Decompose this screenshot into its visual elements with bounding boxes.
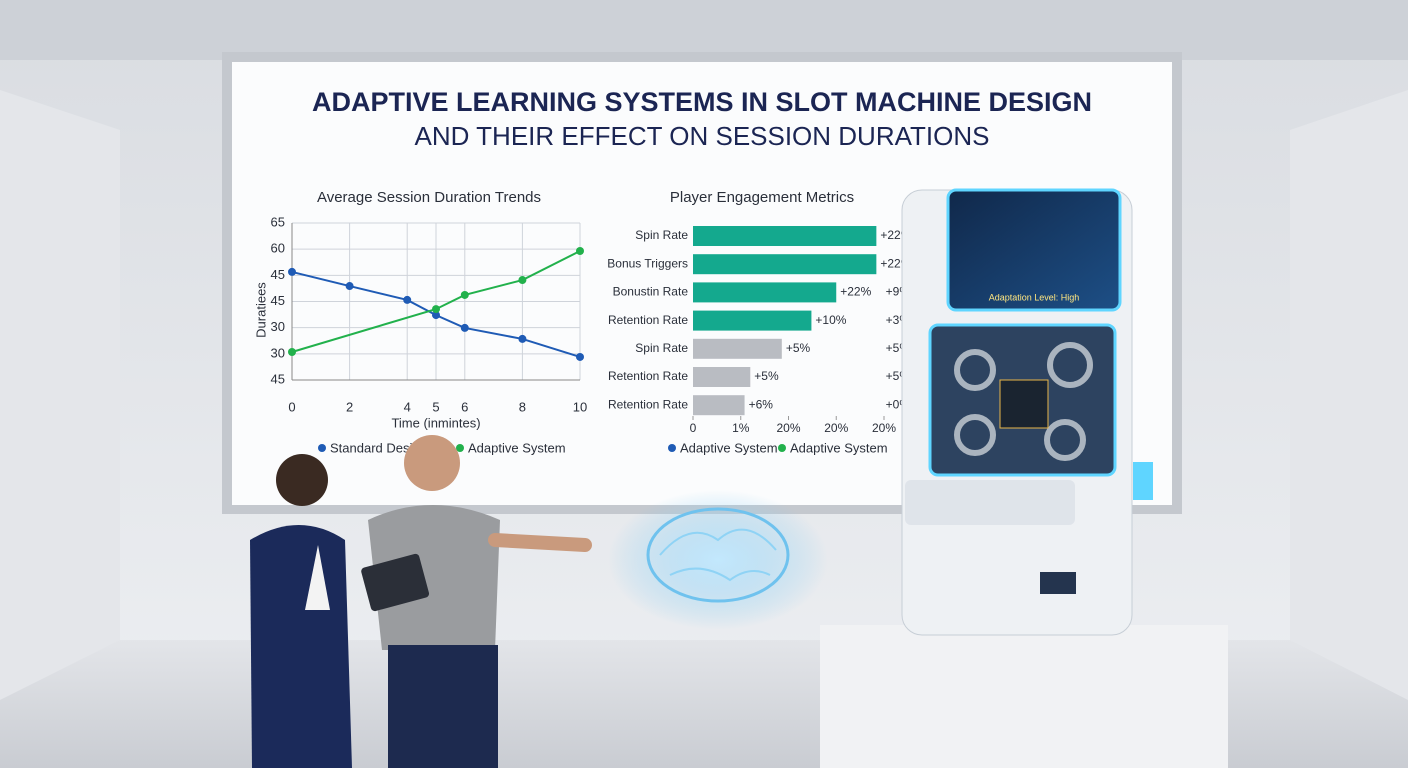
pedestal	[820, 625, 1228, 768]
x-tick-label: 20%	[824, 421, 848, 435]
bar-annotation: +22%	[840, 285, 871, 299]
woman-head	[276, 454, 328, 506]
woman-suit	[250, 525, 352, 768]
bar	[693, 282, 837, 303]
x-tick-label: 6	[461, 399, 468, 414]
category-label: Retention Rate	[608, 397, 688, 411]
legend-label: Adaptive System	[790, 440, 888, 455]
gear	[954, 349, 996, 391]
machine-screen-text: Adaptation Level: High	[989, 292, 1080, 302]
gear	[1044, 419, 1086, 461]
category-label: Retention Rate	[608, 369, 688, 383]
x-tick-label: 5	[432, 399, 439, 414]
left-wall	[0, 90, 120, 700]
data-point	[288, 348, 296, 357]
x-tick-label: 1%	[732, 421, 750, 435]
man-pants	[388, 645, 498, 768]
y-tick-label: 30	[271, 319, 285, 334]
data-point	[432, 311, 440, 320]
machine-vent	[1040, 572, 1076, 594]
chip	[999, 379, 1049, 429]
y-axis-label: Duratiees	[253, 282, 268, 338]
data-point	[403, 295, 412, 304]
category-label: Retention Rate	[608, 313, 688, 327]
title: ADAPTIVE LEARNING SYSTEMS IN SLOT MACHIN…	[312, 87, 1092, 117]
machine-console	[905, 480, 1075, 525]
y-tick-label: 45	[271, 371, 285, 386]
gear	[954, 414, 996, 456]
bar	[693, 226, 877, 246]
bar-annotation: +10%	[815, 313, 846, 327]
man-head	[404, 435, 460, 491]
x-axis-label: Time (inmintes)	[391, 415, 480, 430]
y-tick-label: 45	[271, 293, 285, 308]
data-point	[576, 246, 584, 255]
y-tick-label: 60	[271, 241, 285, 256]
data-point	[345, 282, 354, 291]
gear	[1047, 342, 1093, 388]
category-label: Spin Rate	[635, 228, 688, 242]
x-tick-label: 20%	[776, 421, 800, 435]
x-tick-label: 8	[519, 399, 526, 414]
data-point	[518, 276, 527, 285]
woman-blouse	[305, 545, 330, 610]
x-tick-label: 4	[404, 399, 411, 414]
category-label: Spin Rate	[635, 341, 688, 355]
y-tick-label: 30	[271, 345, 285, 360]
x-tick-label: 10	[573, 399, 587, 414]
right-wall	[1290, 90, 1408, 700]
category-label: Bonustin Rate	[613, 285, 689, 299]
legend-marker	[668, 444, 676, 452]
x-tick-label: 2	[346, 399, 353, 414]
data-point	[518, 334, 527, 343]
bar	[693, 367, 751, 387]
bar-annotation: +5%	[786, 341, 811, 355]
legend-marker	[456, 444, 464, 452]
ceiling	[0, 0, 1408, 60]
bar	[693, 395, 745, 416]
tablet	[361, 553, 430, 612]
subtitle: AND THEIR EFFECT ON SESSION DURATIONS	[415, 121, 990, 151]
legend-label: Standard Design	[330, 440, 427, 455]
legend-marker	[318, 444, 326, 452]
man-shirt	[368, 505, 500, 650]
bar-annotation: +6%	[749, 397, 774, 411]
brain-folds	[659, 528, 777, 582]
y-tick-label: 45	[271, 267, 285, 282]
legend-label: Adaptive System	[468, 440, 566, 455]
chart-title: Average Session Duration Trends	[317, 189, 541, 206]
hologram-brain	[646, 507, 790, 603]
bar-annotation: +5%	[754, 369, 779, 383]
category-label: Bonus Triggers	[607, 256, 688, 270]
machine-top-screen	[946, 188, 1122, 312]
bar	[693, 254, 877, 275]
data-point	[288, 267, 296, 276]
hologram-glow	[608, 490, 828, 630]
data-point	[432, 305, 440, 314]
legend-marker	[778, 444, 786, 452]
x-tick-label: 0	[288, 399, 295, 414]
chart-title: Player Engagement Metrics	[670, 189, 854, 206]
man-arm	[488, 533, 592, 552]
machine-side-light	[1133, 462, 1153, 500]
bar	[693, 310, 812, 331]
x-tick-label: 20%	[872, 421, 896, 435]
data-point	[576, 352, 584, 361]
x-tick-label: 0	[690, 421, 697, 435]
data-point	[460, 323, 469, 332]
data-point	[460, 290, 469, 299]
y-tick-label: 65	[271, 214, 285, 229]
legend-label: Adaptive System	[680, 440, 778, 455]
bar	[693, 338, 782, 359]
